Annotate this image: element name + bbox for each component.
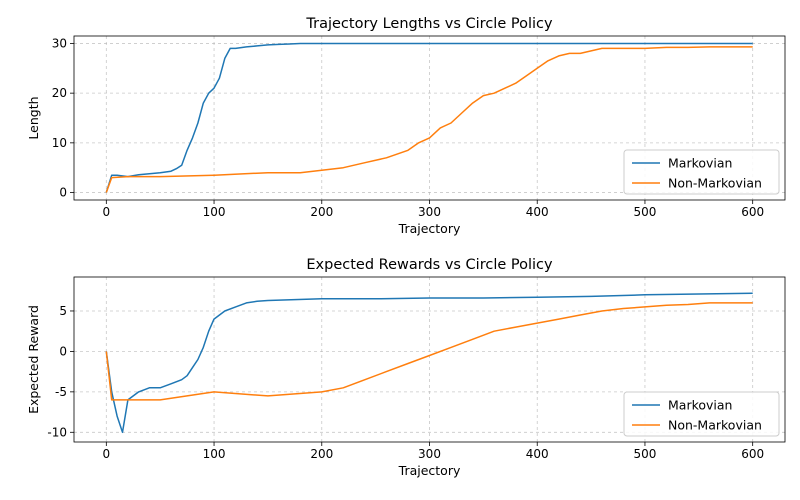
series-line-non-markovian: [105, 302, 753, 401]
x-tick-label: 0: [102, 447, 110, 461]
series-line-markovian: [105, 42, 753, 193]
x-axis-label: Trajectory: [398, 221, 461, 236]
series-line-markovian: [105, 292, 753, 434]
x-tick-label: 500: [634, 205, 657, 219]
legend: Markovian Non-Markovian: [623, 149, 780, 195]
x-tick-label: 600: [741, 205, 764, 219]
chart-title: Trajectory Lengths vs Circle Policy: [305, 16, 553, 32]
legend-label: Markovian: [668, 156, 732, 171]
y-tick-label: 20: [52, 86, 67, 100]
x-tick-label: 100: [203, 205, 226, 219]
legend-label: Markovian: [668, 398, 732, 413]
y-tick-label: -10: [47, 425, 67, 439]
y-tick-label: -5: [55, 385, 67, 399]
y-tick-label: 0: [59, 186, 67, 200]
legend-label: Non-Markovian: [668, 176, 762, 191]
y-axis-label: Expected Reward: [26, 305, 41, 414]
y-tick-label: 5: [59, 304, 67, 318]
legend: Markovian Non-Markovian: [623, 391, 780, 437]
x-tick-label: 400: [526, 447, 549, 461]
legend-label: Non-Markovian: [668, 418, 762, 433]
x-tick-label: 400: [526, 205, 549, 219]
x-tick-label: 300: [418, 205, 441, 219]
y-axis-label: Length: [26, 96, 41, 139]
x-tick-label: 500: [634, 447, 657, 461]
x-tick-label: 0: [102, 205, 110, 219]
series-line-non-markovian: [105, 46, 753, 193]
y-tick-label: 30: [52, 36, 67, 50]
x-axis-label: Trajectory: [398, 463, 461, 478]
x-tick-label: 200: [310, 447, 333, 461]
y-tick-label: 10: [52, 136, 67, 150]
y-tick-label: 0: [59, 344, 67, 358]
chart-title: Expected Rewards vs Circle Policy: [306, 257, 553, 273]
x-tick-label: 100: [203, 447, 226, 461]
chart-1: 0 100 200 300 400 500 600 0 10 20 30 Trajectory Len…: [26, 16, 786, 236]
legend-box: [623, 391, 780, 437]
x-tick-label: 300: [418, 447, 441, 461]
x-tick-label: 200: [310, 205, 333, 219]
legend-box: [623, 149, 780, 195]
x-tick-label: 600: [741, 447, 764, 461]
chart-2: 0 100 200 300 400 500 600 -10 -5 0 5 Expected Rewar…: [26, 257, 786, 478]
